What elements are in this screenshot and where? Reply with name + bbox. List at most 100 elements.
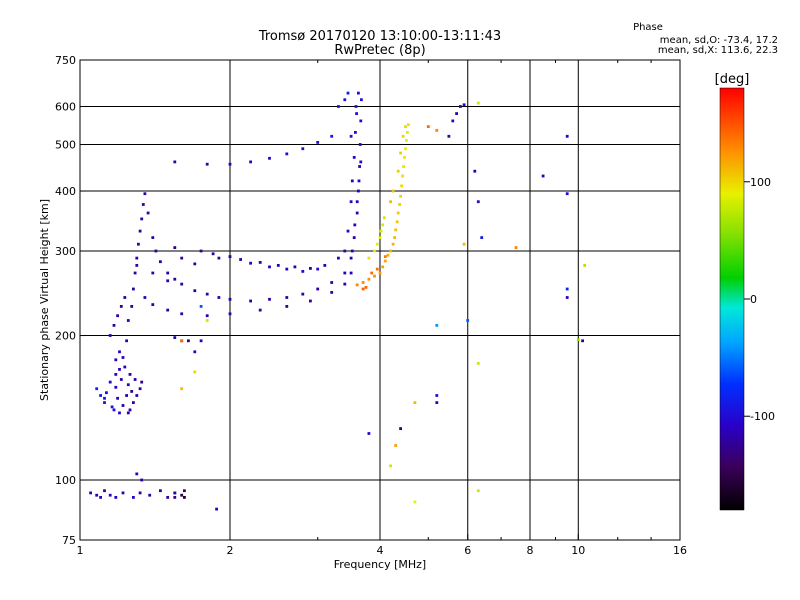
data-point [268, 297, 271, 301]
chart-subtitle: RwPretec (8p) [334, 43, 425, 58]
data-point [358, 165, 361, 168]
data-point [199, 305, 203, 308]
data-point [404, 147, 407, 151]
data-point [228, 312, 232, 316]
data-point [180, 256, 184, 260]
data-point [476, 101, 480, 105]
data-point [357, 91, 360, 95]
data-point [125, 339, 128, 343]
data-point [217, 296, 221, 299]
data-point [386, 253, 390, 257]
data-point [355, 283, 359, 287]
data-point [426, 125, 430, 128]
data-point [228, 255, 232, 258]
data-point [108, 334, 112, 337]
data-point [370, 271, 374, 275]
data-point [239, 258, 242, 261]
data-point [121, 491, 125, 495]
data-point [359, 119, 363, 123]
data-point [173, 277, 177, 281]
data-point [435, 324, 439, 327]
data-point [146, 211, 150, 215]
data-point [119, 378, 123, 381]
data-point [112, 324, 116, 327]
data-point [352, 236, 356, 239]
x-tick-label: 1 [77, 544, 84, 557]
data-point [407, 123, 410, 127]
data-point [389, 464, 392, 468]
data-point [583, 264, 587, 267]
data-point [173, 336, 177, 339]
data-point [406, 131, 409, 134]
data-point [173, 160, 177, 164]
data-point [402, 165, 405, 168]
data-point [119, 305, 123, 308]
data-point [381, 223, 385, 227]
data-point [367, 256, 371, 260]
data-point [404, 125, 407, 128]
data-point [180, 339, 184, 343]
data-point [330, 134, 334, 138]
data-point [399, 427, 402, 430]
data-point [118, 350, 121, 354]
data-point [132, 401, 135, 404]
data-point [378, 236, 382, 239]
data-point [462, 103, 466, 107]
data-point [205, 314, 209, 318]
data-point [193, 289, 197, 293]
data-point [396, 211, 400, 215]
data-point [330, 291, 334, 294]
data-point [451, 119, 455, 123]
data-point [346, 91, 350, 95]
data-point [401, 174, 404, 178]
data-point [108, 493, 112, 497]
colorbar-gradient [719, 87, 745, 511]
y-tick-label: 100 [55, 474, 76, 487]
data-point [118, 368, 121, 371]
data-point [193, 370, 197, 374]
data-point [576, 338, 580, 342]
data-point [180, 493, 184, 497]
data-point [103, 396, 106, 400]
data-point [391, 242, 395, 246]
data-point [138, 387, 142, 391]
data-point [473, 169, 477, 173]
data-point [126, 319, 130, 322]
data-point [405, 139, 408, 142]
phase-stats-title: Phase [633, 22, 663, 33]
data-point [361, 287, 365, 291]
data-point [285, 305, 289, 308]
data-point [293, 265, 297, 269]
data-point [349, 134, 353, 138]
data-point [309, 267, 312, 270]
data-point [159, 489, 162, 493]
data-point [349, 200, 353, 204]
data-point [166, 279, 170, 283]
data-point [268, 265, 271, 269]
data-point [159, 260, 162, 264]
x-tick-label: 2 [227, 544, 234, 557]
data-point [395, 220, 399, 224]
data-point [476, 362, 480, 365]
data-point [95, 493, 99, 497]
data-point [141, 203, 145, 206]
data-point [132, 287, 135, 291]
data-point [205, 162, 209, 166]
data-point [183, 489, 186, 493]
phase-stats-o-mode: mean, sd,O: -73.4, 17.2 [660, 35, 778, 46]
data-point [228, 162, 232, 166]
data-point [125, 394, 128, 397]
data-point [462, 242, 466, 246]
data-point [121, 404, 125, 407]
data-point [268, 156, 271, 160]
y-tick-label: 600 [55, 101, 76, 114]
data-point [379, 229, 383, 233]
data-point [193, 350, 197, 354]
data-point [301, 292, 305, 296]
data-point [130, 305, 134, 308]
data-point [118, 411, 121, 415]
data-point [110, 405, 114, 409]
data-point [126, 383, 130, 387]
plot-area: 1 2 4 6 8 10 16 75 100 200 300 400 500 600 750 [55, 54, 687, 557]
